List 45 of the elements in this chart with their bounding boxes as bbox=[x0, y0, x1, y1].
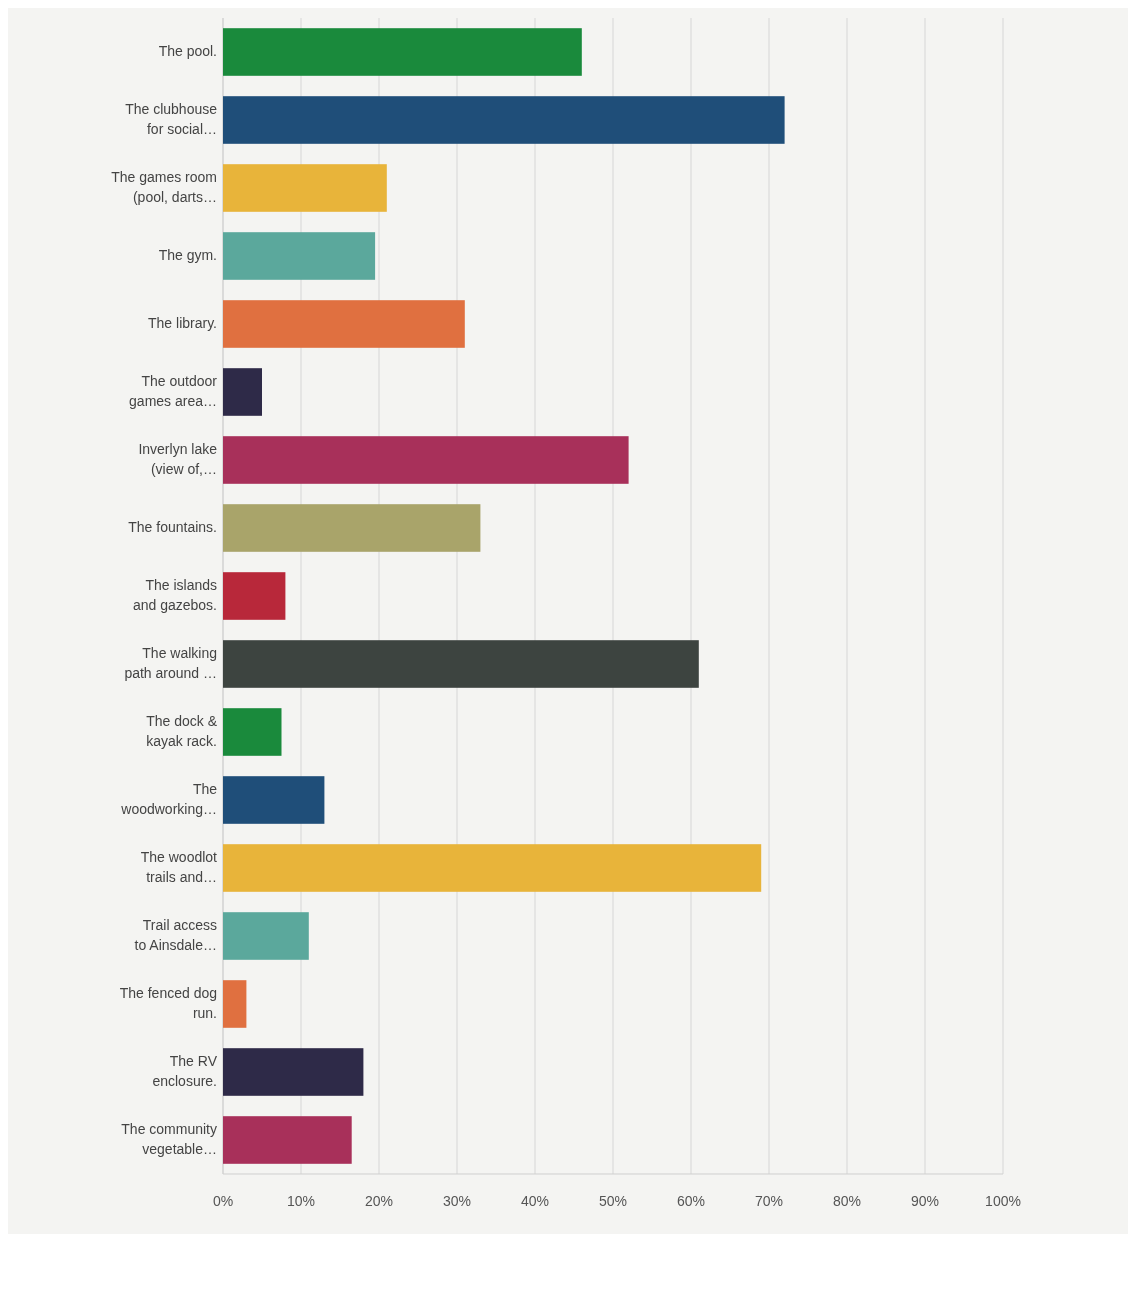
bar bbox=[223, 912, 309, 960]
bar bbox=[223, 640, 699, 688]
bar bbox=[223, 300, 465, 348]
bar bbox=[223, 980, 247, 1028]
y-tick-label: The community vegetable… bbox=[121, 1120, 217, 1157]
bar bbox=[223, 164, 387, 212]
bar bbox=[223, 96, 785, 144]
bar bbox=[223, 232, 376, 280]
y-tick-label: Inverlyn lake (view of,… bbox=[138, 440, 218, 477]
y-tick-label: The games room (pool, darts… bbox=[111, 168, 217, 205]
bar bbox=[223, 1116, 352, 1164]
bar bbox=[223, 28, 582, 76]
y-tick-label: Trail access to Ainsdale… bbox=[134, 916, 217, 953]
y-tick-label: The gym. bbox=[158, 246, 217, 263]
x-tick-label: 100% bbox=[985, 1193, 1021, 1209]
x-tick-label: 90% bbox=[910, 1193, 940, 1209]
x-tick-label: 0% bbox=[212, 1193, 234, 1209]
y-tick-label: The outdoor games area… bbox=[129, 372, 218, 409]
bar bbox=[223, 844, 762, 892]
x-tick-label: 40% bbox=[520, 1193, 550, 1209]
bar bbox=[223, 708, 282, 756]
y-tick-label: The RV enclosure. bbox=[152, 1052, 218, 1089]
y-tick-label: The woodlot trails and… bbox=[140, 848, 218, 885]
y-tick-label: The fenced dog run. bbox=[119, 984, 217, 1021]
x-tick-label: 50% bbox=[598, 1193, 628, 1209]
bar bbox=[223, 776, 325, 824]
y-tick-label: The dock & kayak rack. bbox=[146, 712, 218, 749]
x-tick-label: 80% bbox=[832, 1193, 862, 1209]
y-tick-label: The clubhouse for social… bbox=[125, 100, 218, 137]
y-tick-label: The fountains. bbox=[128, 518, 217, 535]
bar bbox=[223, 572, 286, 620]
bar bbox=[223, 436, 629, 484]
bar bbox=[223, 504, 481, 552]
y-tick-label: The pool. bbox=[158, 42, 217, 59]
x-tick-label: 10% bbox=[286, 1193, 316, 1209]
y-tick-label: The islands and gazebos. bbox=[132, 576, 217, 613]
y-tick-label: The woodworking… bbox=[120, 780, 218, 817]
bar bbox=[223, 368, 262, 416]
bar bbox=[223, 1048, 364, 1096]
x-tick-label: 30% bbox=[442, 1193, 472, 1209]
y-tick-label: The walking path around … bbox=[124, 644, 217, 681]
x-tick-label: 60% bbox=[676, 1193, 706, 1209]
x-tick-label: 20% bbox=[364, 1193, 394, 1209]
y-tick-label: The library. bbox=[148, 314, 217, 331]
x-tick-label: 70% bbox=[754, 1193, 784, 1209]
